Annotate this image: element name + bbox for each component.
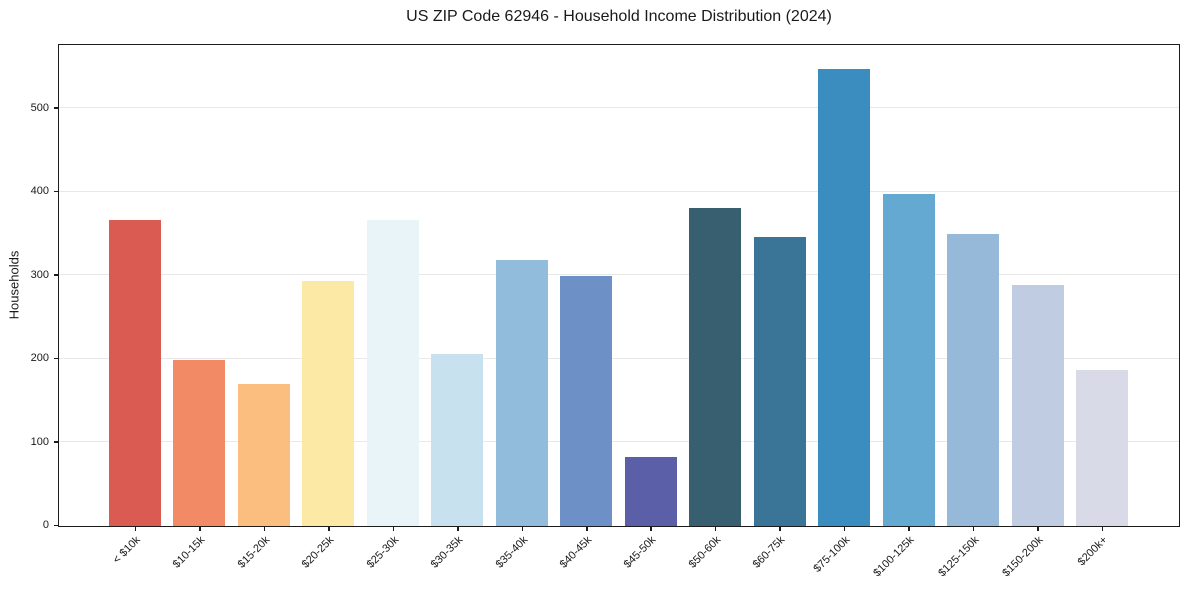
x-tick-label-$125-150k: $125-150k bbox=[935, 534, 982, 580]
bar-$10-15k bbox=[173, 359, 226, 526]
bar-$75-100k bbox=[818, 69, 871, 526]
y-tick-mark-500 bbox=[53, 107, 58, 109]
x-tick-mark-$125-150k bbox=[972, 527, 975, 531]
x-tick-label-$100-125k: $100-125k bbox=[871, 534, 917, 580]
y-tick-mark-200 bbox=[53, 357, 58, 360]
bar-$60-75k bbox=[753, 237, 806, 526]
y-tick-label-0: 0 bbox=[42, 519, 49, 531]
y-tick-label-500: 500 bbox=[30, 101, 49, 114]
bar-$40-45k bbox=[560, 276, 613, 526]
x-tick-mark-$100-125k bbox=[908, 527, 910, 531]
x-tick-label-$10-15k: $10-15k bbox=[170, 534, 208, 571]
bar-$35-40k bbox=[495, 259, 548, 526]
x-tick-mark-$50-60k bbox=[714, 527, 717, 531]
y-tick-label-200: 200 bbox=[30, 352, 49, 365]
bar-< $10k bbox=[109, 219, 161, 526]
bar-$20-25k bbox=[302, 281, 355, 526]
x-tick-label-$15-20k: $15-20k bbox=[235, 534, 272, 571]
x-tick-label-$25-30k: $25-30k bbox=[364, 534, 401, 571]
x-tick-mark-$30-35k bbox=[457, 527, 459, 531]
x-tick-label-$45-50k: $45-50k bbox=[622, 534, 659, 571]
x-tick-mark-$150-200k bbox=[1037, 527, 1039, 531]
gridline-y-200 bbox=[59, 357, 1179, 359]
gridline-y-100 bbox=[59, 441, 1179, 443]
bar-$125-150k bbox=[947, 233, 1000, 526]
y-tick-mark-100 bbox=[53, 441, 58, 443]
bar-$45-50k bbox=[624, 456, 677, 526]
gridline-y-400 bbox=[59, 190, 1179, 192]
y-tick-mark-400 bbox=[53, 190, 58, 193]
gridline-y-300 bbox=[59, 274, 1179, 276]
x-tick-mark-$40-45k bbox=[586, 527, 588, 531]
y-tick-label-300: 300 bbox=[30, 268, 49, 281]
gridline-y-500 bbox=[59, 107, 1179, 109]
bar-$30-35k bbox=[431, 354, 484, 526]
x-tick-label-$50-60k: $50-60k bbox=[686, 534, 724, 571]
x-tick-label-< $10k: < $10k bbox=[110, 534, 143, 567]
x-tick-mark-$60-75k bbox=[779, 527, 781, 531]
bar-$25-30k bbox=[366, 219, 419, 526]
bar-$150-200k bbox=[1011, 284, 1064, 526]
x-tick-mark-$15-20k bbox=[263, 527, 266, 531]
x-tick-mark-$75-100k bbox=[843, 527, 846, 531]
x-tick-label-$20-25k: $20-25k bbox=[299, 534, 337, 571]
x-tick-mark-$200k+ bbox=[1101, 527, 1104, 531]
bar-$15-20k bbox=[237, 384, 290, 526]
x-tick-mark-$25-30k bbox=[392, 527, 395, 531]
y-tick-mark-0 bbox=[53, 524, 58, 527]
chart-title: US ZIP Code 62946 - Household Income Dis… bbox=[406, 8, 832, 25]
x-tick-label-$60-75k: $60-75k bbox=[751, 534, 788, 571]
bar-$200k+ bbox=[1076, 369, 1128, 526]
x-tick-label-$150-200k: $150-200k bbox=[1000, 534, 1046, 580]
x-tick-label-$40-45k: $40-45k bbox=[557, 534, 595, 571]
plot-area bbox=[58, 44, 1180, 527]
x-tick-label-$35-40k: $35-40k bbox=[493, 534, 530, 571]
bar-$50-60k bbox=[689, 207, 742, 526]
x-tick-mark-< $10k bbox=[134, 527, 137, 531]
y-tick-mark-300 bbox=[53, 274, 58, 276]
x-tick-mark-$10-15k bbox=[199, 527, 201, 531]
x-tick-mark-$20-25k bbox=[328, 527, 330, 531]
y-tick-label-400: 400 bbox=[30, 185, 49, 198]
x-tick-label-$75-100k: $75-100k bbox=[811, 534, 853, 575]
y-axis-label: Households bbox=[6, 250, 22, 320]
x-tick-label-$30-35k: $30-35k bbox=[428, 534, 466, 571]
y-tick-label-100: 100 bbox=[30, 435, 49, 448]
bar-$100-125k bbox=[882, 193, 935, 526]
x-tick-mark-$45-50k bbox=[650, 527, 652, 531]
x-tick-label-$200k+: $200k+ bbox=[1075, 534, 1110, 569]
x-tick-mark-$35-40k bbox=[521, 527, 524, 531]
